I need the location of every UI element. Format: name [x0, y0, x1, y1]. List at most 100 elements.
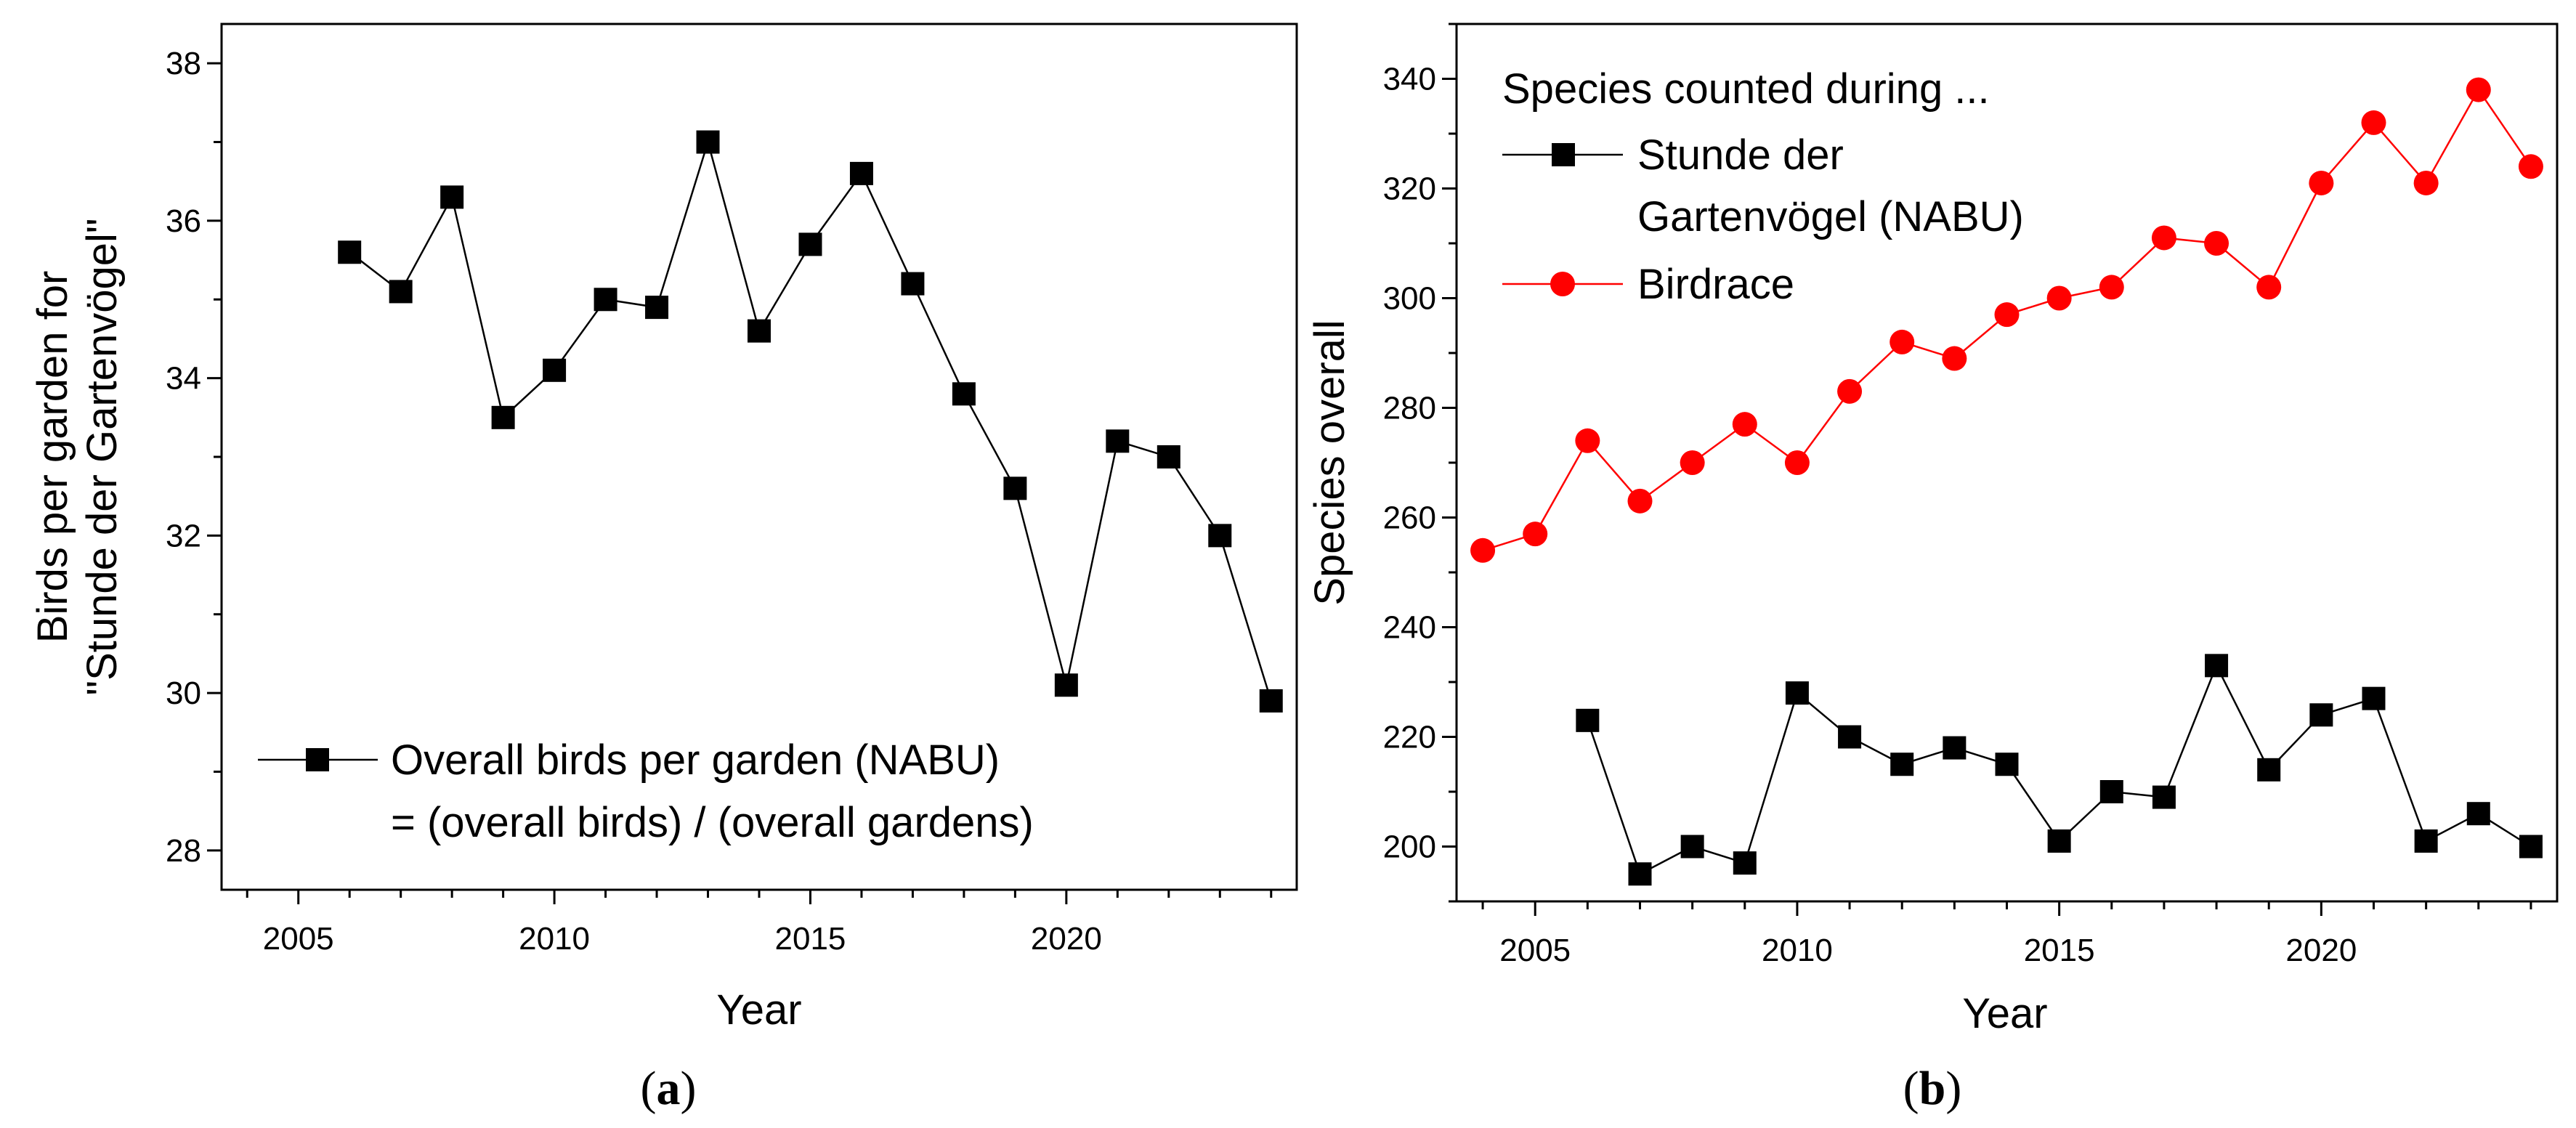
panel-a-series-0-point-2020 — [1054, 673, 1078, 697]
panel-a-x-axis-label: Year — [716, 986, 801, 1034]
panel-a-x-tick-label-2020: 2020 — [1031, 921, 1102, 957]
panel-b-series-1-point-2014 — [1994, 302, 2020, 328]
panel-a-series-0-point-2009 — [491, 405, 515, 429]
panel-b-legend-entry-nabu-line1: Stunde der — [1637, 131, 1844, 179]
panel-b-y-tick-label-200: 200 — [1383, 829, 1436, 865]
panel-a-y-tick-label-28: 28 — [166, 833, 201, 869]
panel-a-y-tick-label-34: 34 — [166, 361, 201, 397]
panel-b-series-0-point-2011 — [1838, 725, 1862, 749]
panel-b-series-1-point-2009 — [1732, 412, 1757, 437]
panel-b-series-0-point-2019 — [2257, 758, 2281, 782]
panel-a-x-tick-label-2010: 2010 — [519, 921, 590, 957]
panel-a-series-0-point-2012 — [645, 296, 669, 320]
panel-b-series-0-point-2010 — [1785, 681, 1809, 705]
panel-b-series-0-point-2015 — [2047, 829, 2071, 853]
panel-a-legend-line1: Overall birds per garden (NABU) — [391, 737, 1000, 784]
panel-b-series-1-point-2004 — [1470, 537, 1496, 563]
panel-a-y-tick-label-32: 32 — [166, 518, 201, 553]
panel-b-series-1-point-2013 — [1942, 346, 1967, 371]
panel-b-series-1-point-2015 — [2046, 285, 2072, 311]
panel-b-series-1-point-2021 — [2361, 110, 2386, 135]
panel-b-series-1-point-2010 — [1784, 450, 1810, 475]
panel-a-series — [338, 130, 1283, 713]
panel-b-series-0-point-2012 — [1890, 752, 1914, 776]
panel-a-y-tick-label-36: 36 — [166, 203, 201, 239]
panel-a-series-0-point-2022 — [1157, 445, 1180, 468]
panel-b-y-tick-label-280: 280 — [1383, 391, 1436, 426]
panel-a-y-axis-label-line1: Birds per garden for — [29, 271, 76, 644]
panel-b-series-0-point-2016 — [2099, 780, 2123, 803]
panel-b-y-tick-label-340: 340 — [1383, 62, 1436, 97]
panel-a-legend-line2: = (overall birds) / (overall gardens) — [391, 799, 1034, 846]
panel-b-y-tick-label-320: 320 — [1383, 171, 1436, 207]
panel-b-series — [1470, 77, 2543, 886]
panel-b-series-0-point-2008 — [1680, 835, 1704, 859]
panel-b-series-1-point-2019 — [2256, 275, 2282, 300]
panel-a-series-0-point-2023 — [1208, 524, 1232, 548]
panel-b-series-0-point-2021 — [2362, 686, 2386, 710]
panel-b-series-1-point-2005 — [1523, 522, 1548, 547]
panel-b-series-0-point-2023 — [2466, 802, 2490, 826]
panel-a-series-0-point-2013 — [696, 130, 720, 154]
panel-a-legend-marker — [306, 748, 329, 771]
panel-a-y-tick-label-30: 30 — [166, 675, 201, 711]
panel-a-legend: Overall birds per garden (NABU) = (overa… — [258, 737, 1034, 846]
panel-b-legend-entry-birdrace: Birdrace — [1637, 261, 1794, 308]
panel-a-series-0-point-2018 — [952, 382, 976, 406]
panel-b-y-tick-label-260: 260 — [1383, 500, 1436, 536]
panel-b-series-1-point-2023 — [2466, 77, 2491, 102]
panel-a-ticks: 2005 2010 2015 2020 28 30 32 34 36 38 — [166, 46, 1273, 957]
panel-b-y-tick-label-300: 300 — [1383, 281, 1436, 317]
panel-b-caption: (b) — [1903, 1062, 1962, 1115]
panel-b-series-0-point-2017 — [2152, 785, 2176, 809]
panel-b-caption-close: ) — [1945, 1062, 1961, 1115]
panel-b-series-0-point-2009 — [1733, 851, 1757, 875]
panel-a-series-0-point-2011 — [594, 288, 617, 312]
panel-a-caption-close: ) — [681, 1062, 697, 1115]
panel-b-ticks: 2005 2010 2015 2020 200 220 240 260 280 300 320 340 — [1383, 23, 2532, 968]
panel-b-x-tick-label-2015: 2015 — [2024, 933, 2095, 968]
panel-b-series-0-point-2014 — [1995, 752, 2019, 776]
panel-a-y-tick-label-38: 38 — [166, 46, 201, 81]
panel-a-x-tick-label-2005: 2005 — [263, 921, 334, 957]
panel-a-series-0-point-2007 — [389, 280, 413, 304]
panel-b-legend-marker-nabu — [1552, 143, 1575, 166]
panel-a-series-0-point-2019 — [1003, 476, 1027, 500]
panel-b-legend-title: Species counted during ... — [1502, 65, 1990, 113]
panel-b-x-tick-label-2010: 2010 — [1762, 933, 1833, 968]
panel-a-caption-open: ( — [641, 1062, 657, 1115]
panel-b-x-tick-label-2005: 2005 — [1499, 933, 1571, 968]
panel-a-series-0-point-2008 — [440, 185, 464, 209]
panel-b-legend-entry-nabu-line2: Gartenvögel (NABU) — [1637, 193, 2024, 240]
panel-a-x-tick-label-2015: 2015 — [775, 921, 846, 957]
panel-b-series-0-point-2024 — [2519, 835, 2543, 859]
panel-a-y-axis-label-line2: "Stunde der Gartenvögel" — [78, 218, 126, 695]
panel-b-chart: 2005 2010 2015 2020 200 220 240 260 280 300 320 340… — [1306, 23, 2559, 1115]
panel-b-series-1-point-2011 — [1837, 378, 1863, 404]
panel-b-x-axis-label: Year — [1962, 990, 2047, 1037]
panel-a-series-0-point-2006 — [338, 240, 362, 264]
panel-b-series-1-point-2012 — [1890, 329, 1915, 354]
panel-b-x-tick-label-2020: 2020 — [2285, 933, 2357, 968]
panel-b-series-1-point-2007 — [1627, 488, 1653, 514]
panel-b-y-tick-label-220: 220 — [1383, 720, 1436, 755]
panel-a-series-0-point-2014 — [748, 319, 771, 343]
panel-b-series-1-point-2016 — [2099, 275, 2124, 300]
panel-b-series-0-point-2013 — [1943, 736, 1967, 760]
panel-a-series-0-point-2010 — [543, 358, 567, 382]
panel-b-series-0-point-2020 — [2309, 703, 2333, 727]
panel-a-chart: 2005 2010 2015 2020 28 30 32 34 36 38 Year Birds … — [29, 23, 1298, 1115]
panel-b-series-1-point-2020 — [2309, 170, 2334, 195]
panel-b-y-tick-label-240: 240 — [1383, 610, 1436, 646]
panel-b-series-1-point-2022 — [2413, 170, 2439, 195]
panel-b-series-1-point-2017 — [2151, 225, 2176, 251]
panel-b-series-1-point-2024 — [2518, 154, 2543, 179]
panel-b-series-1-point-2018 — [2204, 231, 2229, 256]
panel-b-series-0-point-2018 — [2205, 654, 2229, 678]
panel-b-y-axis-label: Species overall — [1306, 320, 1353, 605]
panel-b-series-1-point-2008 — [1680, 450, 1705, 475]
panel-a-caption-letter: a — [657, 1062, 681, 1115]
panel-a-series-0-point-2015 — [798, 232, 822, 256]
